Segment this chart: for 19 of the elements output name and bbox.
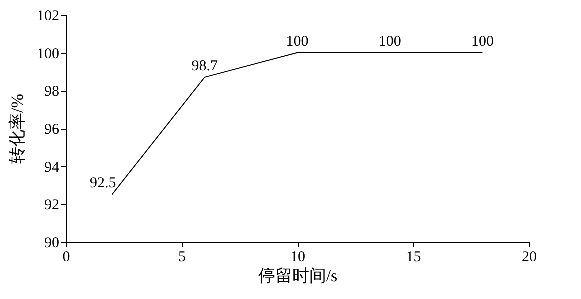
y-tick-label: 98	[44, 84, 60, 100]
y-tick-label: 100	[37, 46, 60, 62]
y-tick-label: 96	[44, 122, 60, 138]
y-tick-label: 92	[44, 198, 60, 214]
data-label: 100	[378, 34, 402, 50]
y-axis-title: 转化率/%	[8, 94, 27, 164]
x-tick-label: 10	[290, 250, 306, 266]
data-label: 100	[471, 34, 494, 50]
data-label: 92.5	[90, 176, 116, 192]
x-tick-label: 5	[178, 250, 186, 266]
x-axis-title: 停留时间/s	[258, 266, 338, 286]
y-tick-label: 94	[44, 160, 60, 176]
x-tick-label: 0	[62, 250, 70, 266]
y-tick-label: 90	[44, 236, 60, 252]
data-label: 100	[286, 34, 309, 50]
data-label: 98.7	[192, 58, 219, 74]
x-tick-label: 15	[406, 250, 422, 266]
x-tick-label: 20	[522, 250, 537, 266]
y-tick-label: 102	[37, 8, 60, 24]
